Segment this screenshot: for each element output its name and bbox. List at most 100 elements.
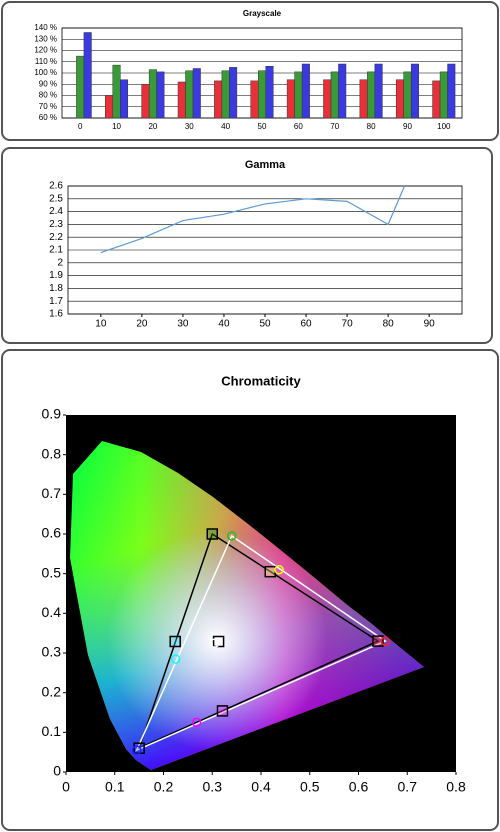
- y-tick-label: 140 %: [34, 23, 57, 32]
- bar: [141, 84, 150, 119]
- bar: [447, 63, 456, 119]
- bar: [221, 70, 230, 119]
- measured-point: [380, 636, 391, 646]
- x-tick-label: 30: [177, 319, 189, 330]
- target-point: [372, 635, 384, 647]
- x-tick-label: 0.7: [398, 779, 418, 795]
- bar: [76, 55, 85, 119]
- bar: [374, 63, 383, 119]
- spectral-locus: [70, 441, 424, 770]
- bar: [330, 71, 339, 119]
- panel: [1, 147, 493, 344]
- bar: [192, 68, 201, 119]
- x-tick-label: 30: [185, 122, 194, 131]
- x-tick-label: 0.8: [446, 779, 466, 795]
- y-tick-label: 1.7: [49, 296, 63, 307]
- y-tick-label: 110 %: [35, 57, 57, 66]
- y-tick-label: 120 %: [34, 46, 57, 55]
- bar: [177, 81, 186, 119]
- y-tick-label: 0.3: [42, 644, 62, 660]
- y-tick-label: 0: [53, 763, 61, 779]
- y-tick-label: 2.5: [49, 193, 63, 204]
- x-tick-label: 50: [259, 319, 271, 330]
- x-tick-label: 0.4: [251, 779, 271, 795]
- measured-point: [170, 654, 181, 664]
- x-tick-label: 60: [300, 319, 312, 330]
- y-tick-label: 0.6: [42, 525, 62, 541]
- x-tick-label: 0.2: [154, 779, 174, 795]
- bar: [439, 71, 448, 119]
- bar: [148, 69, 157, 119]
- bar: [359, 79, 368, 119]
- bar: [105, 95, 114, 119]
- x-tick-label: 40: [221, 122, 230, 131]
- x-tick-label: 0: [62, 779, 70, 795]
- y-tick-label: 0.7: [42, 485, 62, 501]
- x-tick-label: 80: [383, 319, 395, 330]
- bar: [301, 63, 310, 119]
- y-tick-label: 2.6: [49, 181, 63, 192]
- x-tick-label: 10: [95, 319, 107, 330]
- measured-point: [274, 564, 284, 575]
- x-tick-label: 10: [112, 122, 121, 131]
- x-tick-label: 20: [148, 122, 157, 131]
- measured-point: [209, 638, 220, 648]
- y-tick-label: 0.5: [42, 564, 62, 580]
- line: [100, 185, 406, 254]
- bar: [403, 71, 412, 119]
- target-point: [206, 528, 218, 540]
- x-tick-label: 0: [78, 122, 83, 131]
- y-tick-label: 0.9: [42, 406, 62, 422]
- target-point: [169, 635, 181, 648]
- y-tick-label: 0.4: [42, 604, 62, 620]
- y-tick-label: 0.2: [42, 683, 62, 699]
- target-point: [264, 565, 277, 578]
- y-tick-label: 70 %: [39, 102, 57, 111]
- x-tick-label: 20: [136, 319, 148, 330]
- bar: [323, 79, 332, 119]
- bar: [83, 32, 92, 119]
- chart-title: Chromaticity: [221, 373, 301, 388]
- measured-point: [191, 717, 202, 728]
- x-tick-label: 60: [294, 122, 303, 131]
- bar: [410, 63, 419, 119]
- bar: [294, 71, 303, 119]
- y-tick-label: 0.1: [42, 723, 62, 739]
- x-tick-label: 0.3: [203, 779, 223, 795]
- y-tick-label: 100 %: [34, 68, 57, 77]
- x-tick-label: 90: [403, 122, 412, 131]
- x-tick-label: 70: [330, 122, 339, 131]
- y-tick-label: 1.9: [49, 270, 63, 281]
- target-point: [133, 742, 145, 754]
- x-tick-label: 0.6: [349, 779, 369, 795]
- y-tick-label: 2.1: [49, 245, 63, 256]
- bar: [432, 80, 441, 119]
- bar: [338, 63, 347, 119]
- y-tick-label: 2: [57, 257, 63, 268]
- y-tick-label: 130 %: [34, 34, 57, 43]
- target-point: [216, 705, 229, 717]
- bar: [229, 67, 238, 119]
- chart-title: Gamma: [245, 159, 286, 171]
- y-tick-label: 0.8: [42, 445, 62, 461]
- y-tick-label: 2.4: [49, 206, 63, 217]
- bar: [214, 80, 223, 119]
- y-tick-label: 1.8: [49, 283, 63, 294]
- bar: [258, 70, 266, 119]
- x-tick-label: 40: [218, 319, 230, 330]
- chart-title: Grayscale: [243, 9, 282, 18]
- bar: [185, 70, 194, 119]
- x-tick-label: 0.1: [105, 779, 125, 795]
- measured-point: [131, 745, 142, 755]
- bar: [367, 71, 376, 119]
- y-tick-label: 80 %: [39, 91, 57, 100]
- gamut-triangle: [137, 532, 380, 750]
- gamut-triangle: [135, 534, 387, 752]
- measured-point: [227, 531, 237, 541]
- y-tick-label: 2.2: [49, 232, 63, 243]
- bar: [265, 66, 274, 119]
- y-tick-label: 60 %: [39, 113, 57, 122]
- x-tick-label: 100: [437, 122, 451, 131]
- x-tick-label: 80: [367, 122, 376, 131]
